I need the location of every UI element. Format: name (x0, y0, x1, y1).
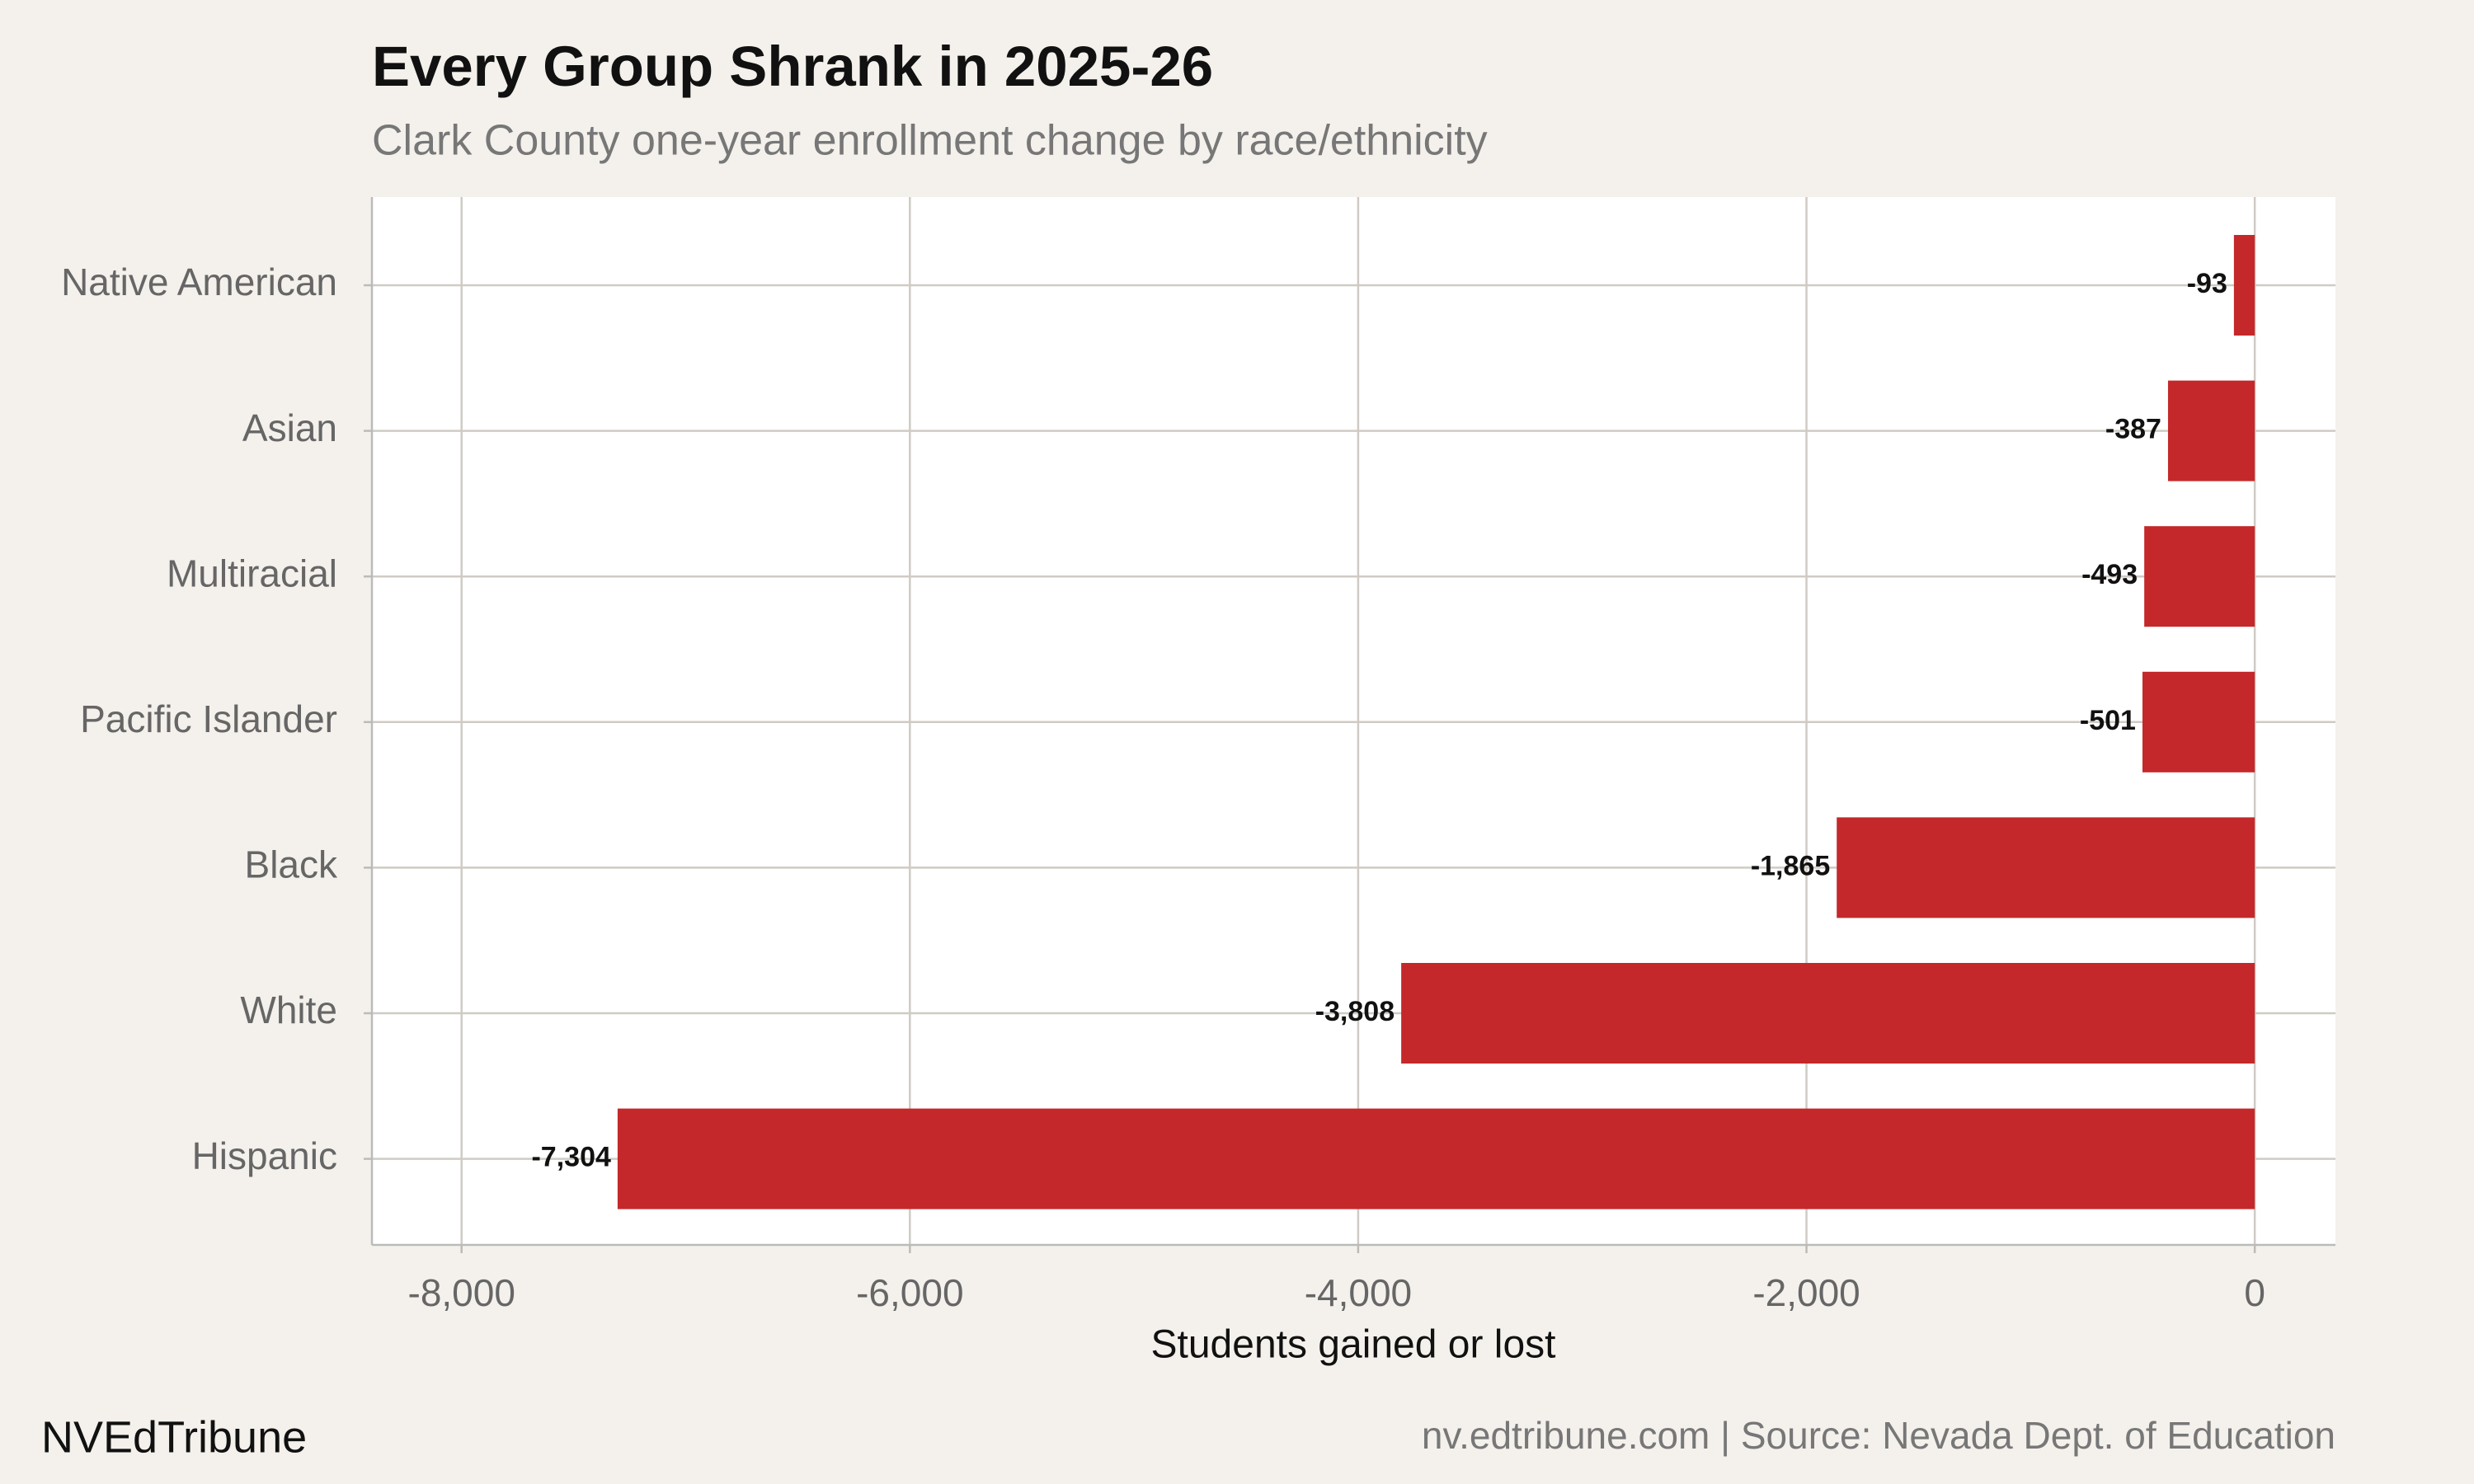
bar (1837, 817, 2255, 918)
bar (2144, 526, 2255, 627)
x-tick-label: 0 (2244, 1271, 2265, 1314)
value-label: -493 (2081, 559, 2138, 590)
y-tick-label: White (240, 989, 337, 1031)
y-tick-label: Multiracial (167, 552, 337, 594)
x-tick-label: -8,000 (408, 1271, 515, 1314)
x-axis-title: Students gained or lost (1151, 1323, 1556, 1367)
x-tick-label: -6,000 (856, 1271, 963, 1314)
bar (2233, 235, 2255, 336)
value-label: -1,865 (1751, 850, 1830, 881)
y-tick-label: Hispanic (192, 1134, 337, 1177)
x-tick-label: -4,000 (1305, 1271, 1412, 1314)
value-label: -93 (2187, 268, 2227, 299)
bar (2142, 671, 2255, 773)
chart-title: Every Group Shrank in 2025-26 (372, 35, 1213, 98)
bar (1401, 963, 2255, 1064)
y-tick-label: Asian (242, 406, 337, 449)
y-tick-label: Native American (61, 261, 337, 303)
plot-area (372, 197, 2335, 1245)
chart-subtitle: Clark County one-year enrollment change … (372, 117, 1488, 165)
x-tick-label: -2,000 (1752, 1271, 1860, 1314)
y-tick-label: Black (245, 843, 338, 886)
value-label: -7,304 (531, 1142, 610, 1173)
footer-brand: NVEdTribune (41, 1412, 307, 1462)
y-tick-label: Pacific Islander (80, 697, 337, 740)
value-label: -3,808 (1315, 996, 1395, 1027)
value-label: -387 (2105, 414, 2161, 445)
footer-source: nv.edtribune.com | Source: Nevada Dept. … (1422, 1414, 2335, 1457)
bar (617, 1108, 2255, 1209)
value-label: -501 (2080, 705, 2136, 736)
bar (2167, 380, 2255, 481)
